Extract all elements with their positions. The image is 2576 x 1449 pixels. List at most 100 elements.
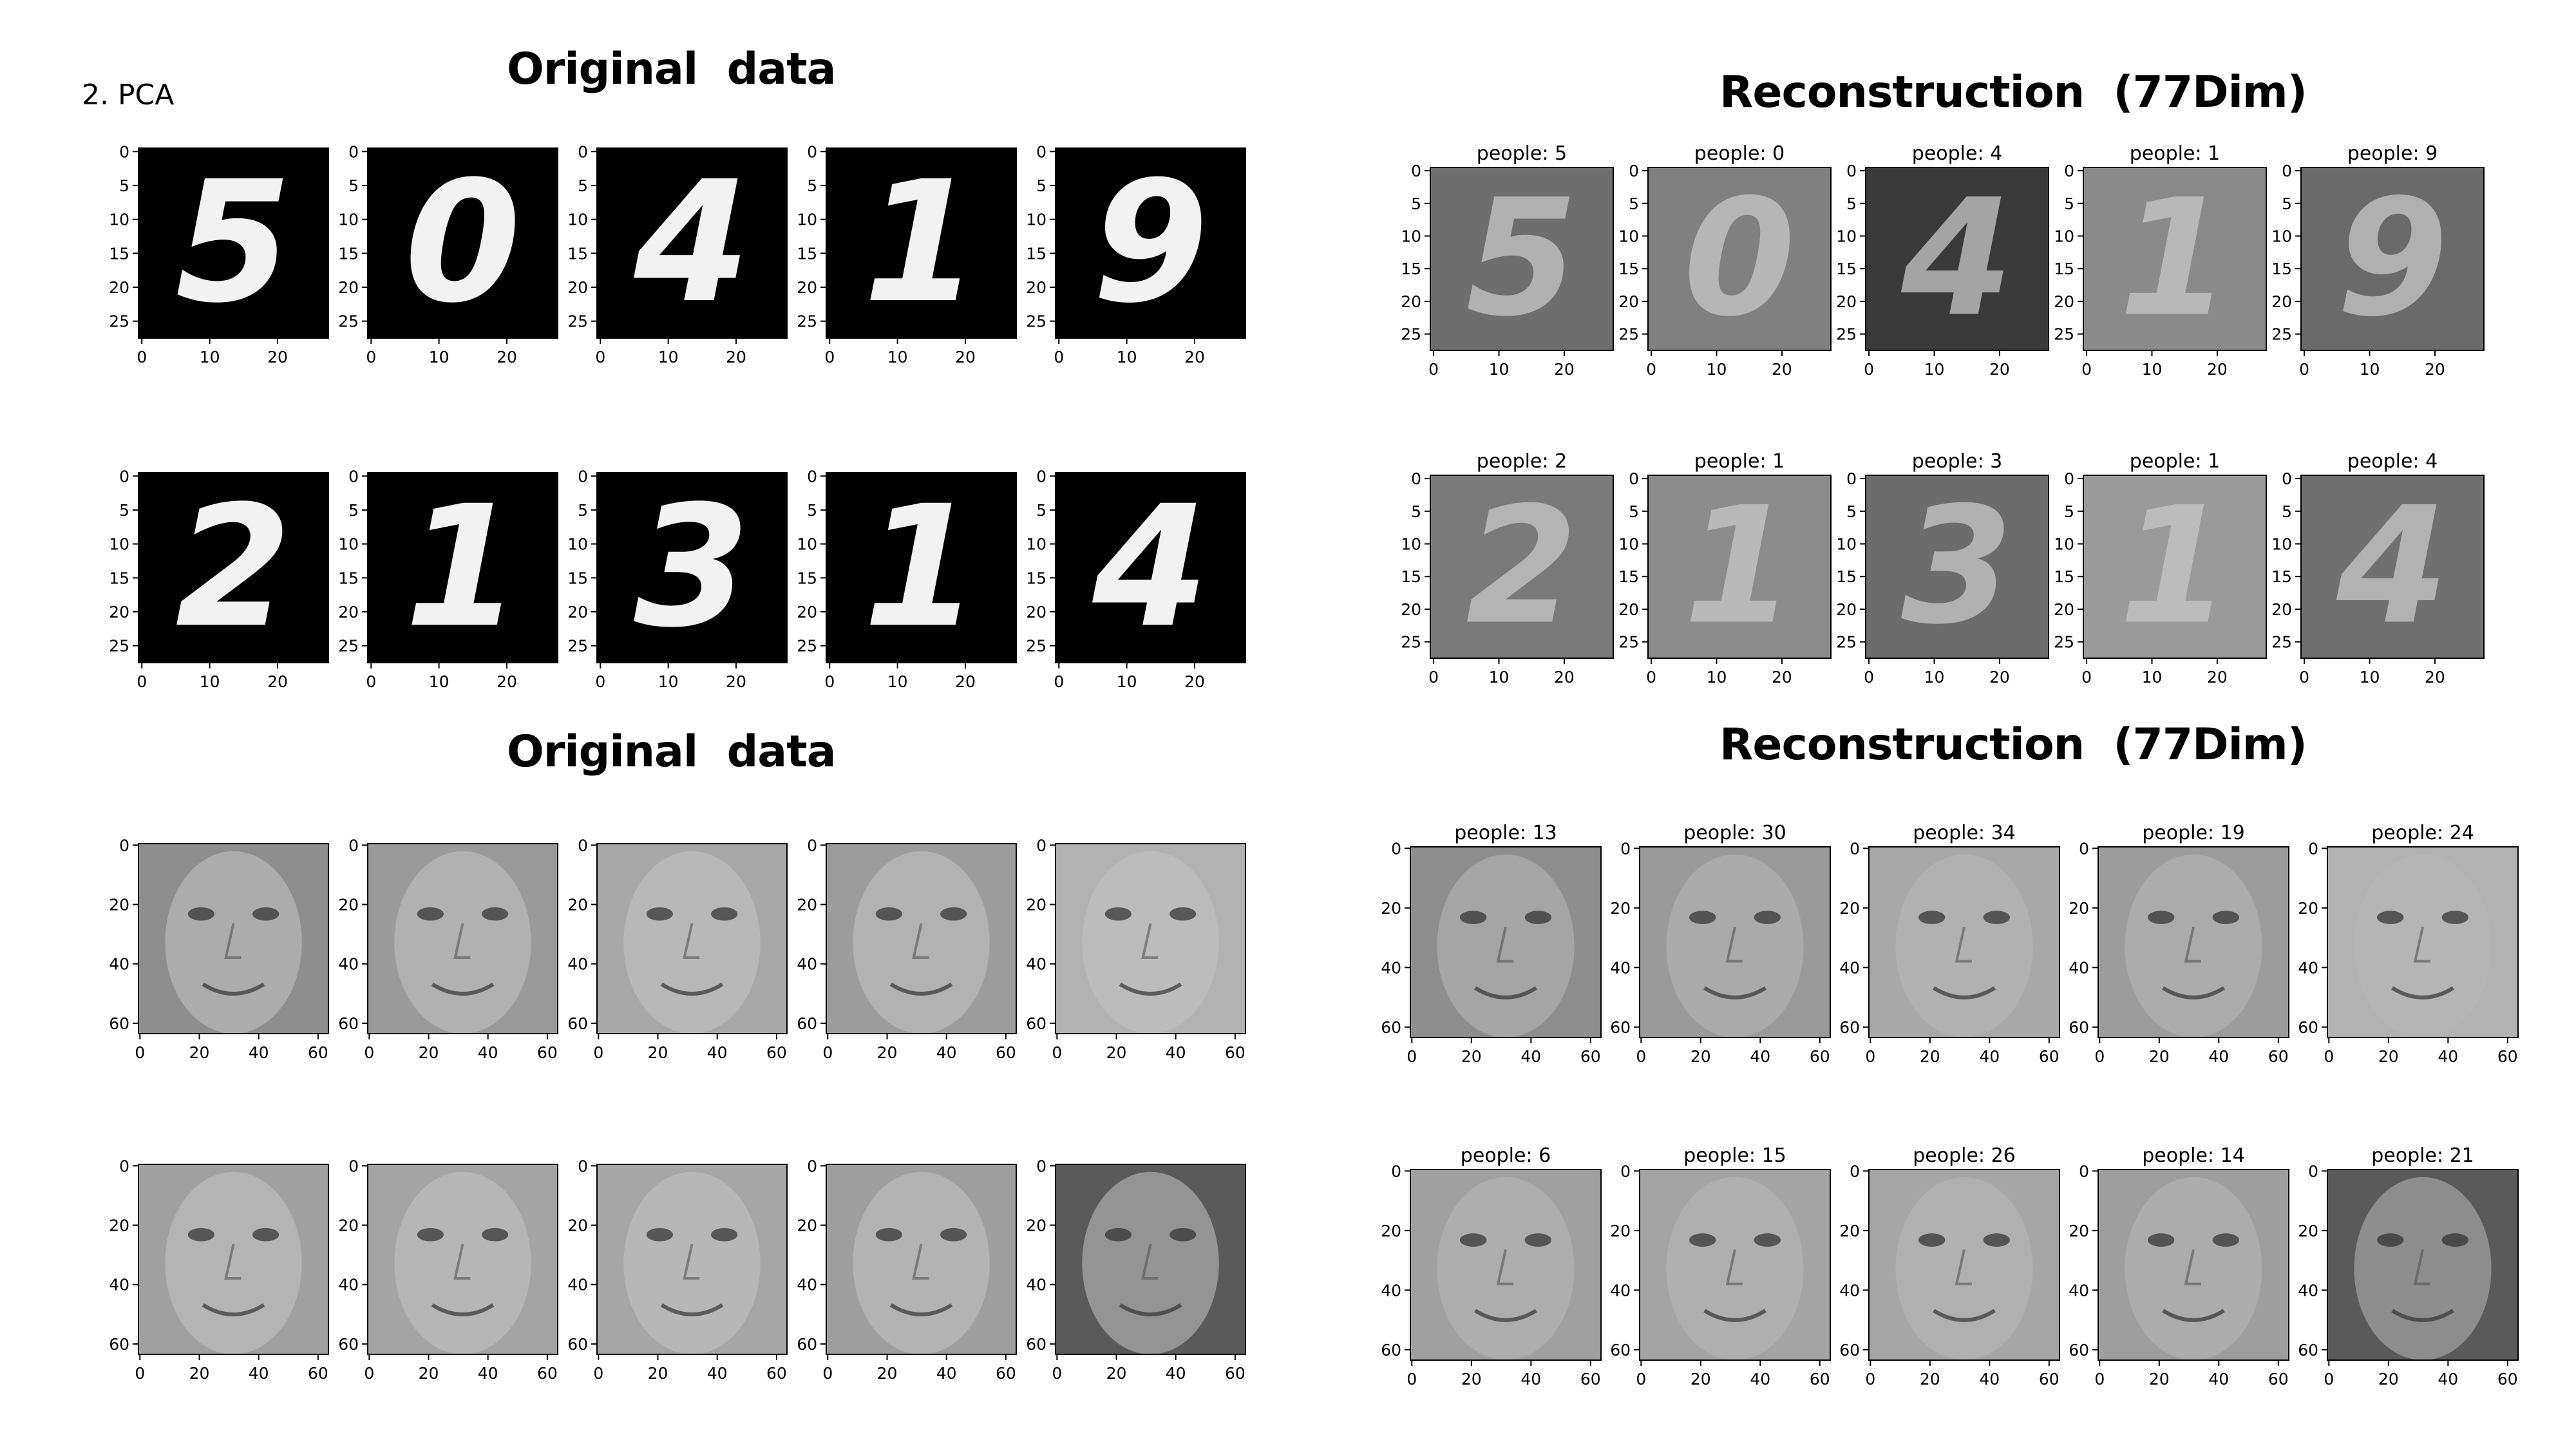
digits-original-y-tick-label: 25 <box>797 637 817 656</box>
faces-original-x-tick-label: 20 <box>189 1043 210 1062</box>
digits-reconstruction-digit-glyph: 1 <box>1683 472 1795 659</box>
faces-reconstruction-y-tick-label: 0 <box>1850 839 1860 858</box>
digits-reconstruction-x-tick-label: 20 <box>2207 360 2228 379</box>
faces-reconstruction-axes: 0 20 40 60 0 20 40 60 people: 19 <box>2069 822 2289 1066</box>
digits-original-panel: 0 0 10 20 0 5 10 15 20 25 <box>338 142 558 366</box>
digits-original-y-tick-label: 15 <box>567 244 588 263</box>
faces-original-y-tick-label: 60 <box>797 1014 817 1033</box>
faces-reconstruction-y-tick-label: 20 <box>1381 899 1401 918</box>
faces-reconstruction-x-tick-label: 40 <box>1979 1047 2000 1066</box>
digits-original-digit-glyph: 9 <box>1092 146 1209 340</box>
digits-reconstruction-panel-title: people: 5 <box>1477 142 1567 165</box>
digits-original-x-tick-label: 10 <box>887 348 908 366</box>
faces-reconstruction-x-tick-label: 20 <box>1461 1047 1482 1066</box>
faces-reconstruction-x-tick-label: 20 <box>2149 1047 2170 1066</box>
digits-original-y-tick-label: 25 <box>109 312 129 331</box>
digits-reconstruction-y-tick-label: 5 <box>2064 194 2074 213</box>
faces-original-face-eye <box>482 907 509 921</box>
digits-reconstruction-frame <box>1647 167 1832 351</box>
faces-original-face-eye <box>417 907 444 921</box>
faces-original-y-tick-label: 20 <box>338 895 359 914</box>
digits-original-digit-glyph: 1 <box>404 470 521 665</box>
faces-original-face-nose <box>453 923 471 959</box>
digits-original-y-tick-label: 20 <box>338 603 359 621</box>
digits-original-digit-glyph: 1 <box>863 146 980 340</box>
faces-original-x-tick-label: 20 <box>1106 1364 1127 1383</box>
faces-reconstruction-face-eye <box>2147 1233 2175 1247</box>
faces-reconstruction-panel-title: people: 34 <box>1913 822 2016 844</box>
faces-original-axes: 0 20 40 60 0 20 40 60 <box>797 1157 1017 1383</box>
faces-original-y-tick-label: 0 <box>1036 836 1046 855</box>
digits-original-x-tick-label: 20 <box>955 348 976 366</box>
digits-original-x-tick-label: 10 <box>887 672 908 691</box>
digits-original-x-tick-label: 20 <box>267 348 288 366</box>
digits-original-y-tick-label: 25 <box>797 312 817 331</box>
faces-reconstruction-panel: 0 20 40 60 0 20 40 60 people: 26 <box>1839 1144 2060 1388</box>
digits-original-panel: 2 0 10 20 0 5 10 15 20 25 <box>109 467 329 691</box>
digits-original-frame <box>138 472 329 663</box>
digits-original-x-tick-label: 20 <box>1184 348 1205 366</box>
digits-original-x-tick-label: 10 <box>1117 348 1137 366</box>
digits-original-axes: 4 0 10 20 0 5 10 15 20 25 <box>567 142 788 366</box>
faces-original-y-tick-label: 60 <box>109 1335 129 1354</box>
digits-reconstruction-y-tick-label: 0 <box>1411 162 1421 180</box>
digits-original-x-tick-label: 10 <box>200 348 220 366</box>
faces-original-y-tick-label: 0 <box>807 836 817 855</box>
faces-original-face-mouth <box>202 982 265 996</box>
faces-reconstruction-x-tick-label: 20 <box>1690 1370 1711 1388</box>
digits-reconstruction-x-tick-label: 20 <box>1772 668 1792 687</box>
faces-reconstruction-face-mouth <box>2162 986 2225 999</box>
faces-reconstruction-y-tick-label: 60 <box>2069 1018 2089 1037</box>
faces-original-x-tick-label: 0 <box>1052 1043 1062 1062</box>
faces-original-x-tick-label: 0 <box>822 1364 833 1383</box>
digits-reconstruction-panel-title: people: 4 <box>2347 450 2438 473</box>
digits-original-panel: 4 0 10 20 0 5 10 15 20 25 <box>1026 467 1246 691</box>
digits-original-panel: 3 0 10 20 0 5 10 15 20 25 <box>567 467 788 691</box>
faces-original-x-tick-label: 40 <box>936 1043 957 1062</box>
digits-original-y-tick-label: 5 <box>119 176 129 195</box>
digits-reconstruction-frame <box>1430 167 1614 351</box>
faces-original-x-tick-label: 60 <box>766 1043 787 1062</box>
faces-original-panel: 0 20 40 60 0 20 40 60 <box>797 1157 1017 1383</box>
faces-original-panel: 0 20 40 60 0 20 40 60 <box>109 1157 329 1383</box>
digits-reconstruction-x-tick-label: 10 <box>2142 668 2163 687</box>
digits-reconstruction-y-tick-label: 20 <box>2054 600 2074 619</box>
faces-reconstruction-y-tick-label: 0 <box>2079 1162 2089 1180</box>
faces-reconstruction-panel: 0 20 40 60 0 20 40 60 people: 14 <box>2069 1144 2289 1388</box>
digits-original-y-tick-label: 5 <box>807 176 817 195</box>
faces-original-face-nose <box>1141 1244 1159 1280</box>
faces-original-face-eye <box>1170 1227 1197 1242</box>
digits-original-y-tick-label: 5 <box>807 501 817 520</box>
digits-reconstruction-x-tick-label: 10 <box>1489 668 1510 687</box>
faces-reconstruction-x-tick-label: 0 <box>2324 1047 2334 1066</box>
faces-original-face-mouth <box>889 1303 953 1316</box>
digits-reconstruction-x-tick-label: 10 <box>1924 668 1945 687</box>
digits-reconstruction-panel: 1 0 10 20 0 5 10 15 20 25 people: 1 <box>1618 450 1832 687</box>
faces-original-face-mouth <box>1119 982 1182 996</box>
digits-original-axes: 9 0 10 20 0 5 10 15 20 25 <box>1026 142 1246 366</box>
digits-original-y-tick-label: 0 <box>578 142 588 161</box>
faces-reconstruction-face-nose <box>1725 1249 1743 1285</box>
faces-reconstruction-x-tick-label: 60 <box>1810 1047 1830 1066</box>
digits-reconstruction-y-tick-label: 15 <box>2271 260 2292 278</box>
digits-reconstruction-axes: 5 0 10 20 0 5 10 15 20 25 people: 5 <box>1401 142 1614 379</box>
digits-reconstruction-axes: 3 0 10 20 0 5 10 15 20 25 people: 3 <box>1836 450 2049 687</box>
faces-reconstruction-x-tick-label: 40 <box>2208 1370 2229 1388</box>
faces-reconstruction-panel-title: people: 19 <box>2142 822 2245 844</box>
faces-original-x-tick-label: 60 <box>996 1043 1016 1062</box>
digits-original-x-tick-label: 10 <box>658 348 679 366</box>
faces-reconstruction-x-tick-label: 60 <box>2039 1370 2060 1388</box>
faces-reconstruction-x-tick-label: 40 <box>2208 1047 2229 1066</box>
faces-original-y-tick-label: 60 <box>567 1335 588 1354</box>
digits-reconstruction-x-tick-label: 0 <box>2081 668 2092 687</box>
faces-original-y-tick-label: 0 <box>578 1157 588 1175</box>
digits-reconstruction-y-tick-label: 15 <box>1836 567 1857 586</box>
faces-reconstruction-panel-title: people: 30 <box>1683 822 1786 844</box>
faces-reconstruction-face-head <box>1666 854 1804 1037</box>
digits-original-y-tick-label: 15 <box>1026 569 1046 587</box>
faces-reconstruction-face-eye <box>2212 911 2240 924</box>
digits-reconstruction-y-tick-label: 25 <box>1836 325 1857 344</box>
